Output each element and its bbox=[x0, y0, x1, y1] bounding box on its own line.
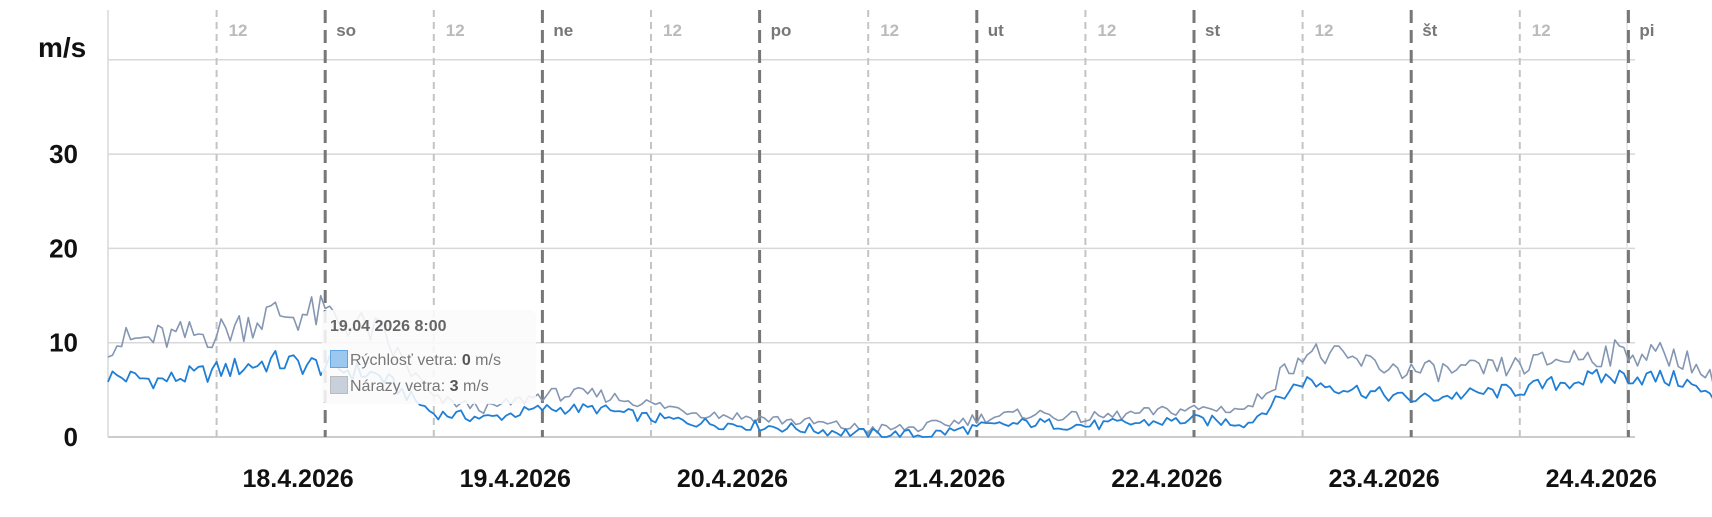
y-tick-label-10: 10 bbox=[49, 328, 78, 358]
tooltip-label-gust: Nárazy vetra: bbox=[350, 378, 450, 395]
series-line-gust bbox=[107, 294, 1712, 434]
noon-label: 12 bbox=[880, 21, 899, 40]
noon-label: 12 bbox=[1097, 21, 1116, 40]
day-label-št: št bbox=[1422, 21, 1437, 40]
x-date-label: 19.4.2026 bbox=[460, 465, 571, 493]
tooltip-value-gust: 3 bbox=[449, 378, 459, 395]
x-date-label: 24.4.2026 bbox=[1546, 465, 1657, 493]
tooltip-label-speed: Rýchlosť vetra: bbox=[350, 352, 462, 369]
noon-label: 12 bbox=[446, 21, 465, 40]
noon-label: 12 bbox=[1532, 21, 1551, 40]
day-label-st: st bbox=[1205, 21, 1220, 40]
day-separators bbox=[215, 10, 1630, 437]
y-tick-label-20: 20 bbox=[49, 233, 78, 263]
tooltip-swatch-gust bbox=[330, 376, 348, 394]
y-unit-label: m/s bbox=[38, 32, 86, 63]
day-label-po: po bbox=[771, 21, 792, 40]
day-label-so: so bbox=[336, 21, 356, 40]
tooltip-swatch-speed bbox=[330, 350, 348, 368]
series-lines bbox=[107, 294, 1712, 438]
noon-label: 12 bbox=[229, 21, 248, 40]
tooltip-unit-gust: m/s bbox=[458, 378, 489, 395]
tooltip: 19.04 2026 8:00 Rýchlosť vetra: 0 m/s Ná… bbox=[322, 310, 536, 404]
x-date-label: 18.4.2026 bbox=[242, 465, 353, 493]
series-line-speed bbox=[107, 350, 1712, 438]
day-label-ut: ut bbox=[988, 21, 1004, 40]
x-date-label: 23.4.2026 bbox=[1328, 465, 1439, 493]
tooltip-title: 19.04 2026 8:00 bbox=[330, 318, 447, 335]
day-label-pi: pi bbox=[1639, 21, 1654, 40]
tooltip-row-gust: Nárazy vetra: 3 m/s bbox=[330, 376, 489, 396]
tooltip-value-speed: 0 bbox=[461, 352, 471, 369]
tooltip-row-speed: Rýchlosť vetra: 0 m/s bbox=[330, 350, 501, 370]
x-date-label: 20.4.2026 bbox=[677, 465, 788, 493]
x-date-label: 22.4.2026 bbox=[1111, 465, 1222, 493]
noon-label: 12 bbox=[1315, 21, 1334, 40]
x-date-label: 21.4.2026 bbox=[894, 465, 1005, 493]
noon-label: 12 bbox=[663, 21, 682, 40]
tooltip-unit-speed: m/s bbox=[470, 352, 501, 369]
day-label-ne: ne bbox=[553, 21, 573, 40]
y-tick-label-0: 0 bbox=[64, 422, 78, 452]
y-tick-label-30: 30 bbox=[49, 139, 78, 169]
